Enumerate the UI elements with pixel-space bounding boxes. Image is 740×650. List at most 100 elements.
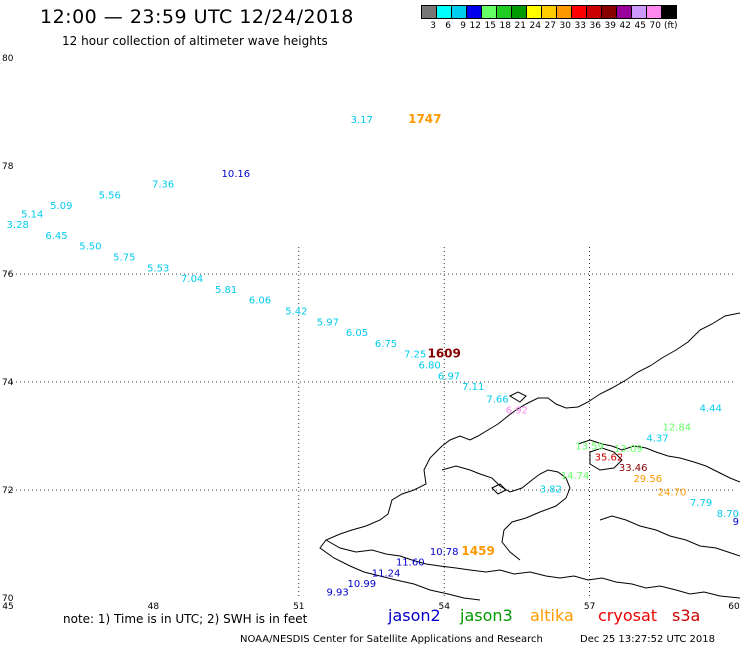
axis-tick-label: 80 (2, 54, 14, 64)
wave-height-label: 5.09 (50, 201, 72, 212)
wave-height-label: 12.84 (663, 423, 692, 434)
wave-height-label: 6.06 (249, 296, 271, 307)
axis-tick-label: 45 (2, 602, 13, 612)
mainland-coast (325, 539, 740, 599)
wave-height-label: 3.28 (7, 220, 29, 231)
wave-height-label: 7.25 (404, 350, 426, 361)
axis-tick-label: 72 (2, 486, 13, 496)
map-subtitle: 12 hour collection of altimeter wave hei… (62, 34, 328, 48)
satellite-jason3: jason3 (460, 606, 513, 625)
novaya-zemlya-north-coast (441, 312, 740, 447)
legend-labels: 3 6 9 12 15 18 21 24 27 30 33 36 39 42 45 70 (ft) (421, 21, 678, 31)
wave-height-label: 6.97 (438, 371, 460, 382)
wave-height-label: 14.74 (561, 471, 590, 482)
wave-height-label: 3.82 (540, 485, 562, 496)
wave-height-label: 6.92 (506, 405, 528, 416)
legend-swatches (421, 5, 678, 19)
wave-height-label: 7.79 (690, 498, 712, 509)
lagoon-outline (589, 447, 623, 471)
legend-label: 36 (589, 21, 601, 31)
wave-height-label: 5.97 (317, 317, 339, 328)
wave-height-label: 10.78 (430, 547, 459, 558)
coastline (319, 312, 740, 601)
wave-height-label: 11.24 (372, 568, 401, 579)
legend-label: 42 (619, 21, 631, 31)
credit-line: NOAA/NESDIS Center for Satellite Applica… (240, 634, 543, 645)
legend-label: 9 (460, 21, 466, 31)
axis-tick-label: 51 (293, 602, 304, 612)
wave-height-label: 6.80 (419, 361, 441, 372)
satellite-s3a: s3a (672, 606, 701, 625)
wave-height-label: 35.62 (595, 452, 624, 463)
legend-label: 30 (559, 21, 571, 31)
wave-height-label: 5.14 (21, 209, 43, 220)
legend-label: 33 (574, 21, 586, 31)
wave-height-label: 9 (733, 517, 739, 528)
footnote: note: 1) Time is in UTC; 2) SWH is in fe… (63, 612, 308, 626)
satellite-altika: altika (530, 606, 574, 625)
novaya-zemlya-south-coast (319, 445, 481, 601)
legend-label: 27 (544, 21, 556, 31)
peninsula-south (599, 515, 740, 557)
axis-tick-label: 74 (2, 378, 14, 388)
wave-height-label: 1609 (427, 347, 460, 361)
legend-label: 21 (514, 21, 526, 31)
wave-height-label: 6.45 (45, 231, 67, 242)
axis-tick-label: 60 (728, 602, 740, 612)
wave-height-label: 7.36 (152, 180, 174, 191)
wave-height-label: 5.42 (285, 307, 307, 318)
legend-unit: (ft) (664, 21, 678, 31)
wave-height-label: 33.46 (619, 463, 648, 474)
wave-height-label: 8.70 (717, 509, 739, 520)
wave-height-label: 13.59 (575, 442, 604, 453)
wave-height-label: 5.50 (79, 242, 101, 253)
observations: 3.17 1747 10.16 7.36 5.56 5.09 5.143.28 6.45 5.5… (7, 112, 739, 598)
legend-swatch (661, 5, 677, 19)
wave-height-label: 5.53 (147, 263, 169, 274)
axis-tick-label: 76 (2, 270, 14, 280)
wave-height-label: 7.04 (181, 274, 203, 285)
map-title: 12:00 — 23:59 UTC 12/24/2018 (40, 6, 354, 28)
axis-tick-label: 57 (584, 602, 595, 612)
legend-label: 18 (499, 21, 511, 31)
island-small-a (508, 391, 527, 403)
axis-tick-label: 78 (2, 162, 14, 172)
axis-tick-label: 48 (148, 602, 160, 612)
wave-height-label: 4.44 (700, 404, 722, 415)
wave-height-label: 1747 (408, 112, 441, 126)
wave-height-label: 5.75 (113, 253, 135, 264)
legend-label: 12 (469, 21, 481, 31)
satellite-cryosat: cryosat (598, 606, 658, 625)
island-small-b (491, 483, 507, 495)
legend-label: 3 (430, 21, 436, 31)
generated-timestamp: Dec 25 13:27:52 UTC 2018 (580, 634, 715, 645)
wave-height-label: 6.75 (375, 339, 397, 350)
wave-height-label: 4.37 (646, 433, 668, 444)
color-legend: 3 6 9 12 15 18 21 24 27 30 33 36 39 42 45 70 (ft) (421, 5, 678, 31)
legend-label: 6 (445, 21, 451, 31)
legend-label: 15 (484, 21, 496, 31)
wave-height-label: 9.93 (326, 587, 348, 598)
wave-height-label: 24.70 (658, 487, 687, 498)
wave-height-label: 7.66 (486, 395, 508, 406)
satellite-jason2: jason2 (388, 606, 441, 625)
axis-tick-label: 54 (438, 602, 450, 612)
wave-height-label: 11.60 (396, 558, 425, 569)
inner-coast-b (577, 439, 740, 483)
wave-height-label: 10.99 (347, 579, 376, 590)
inner-coast-a (441, 465, 571, 561)
legend-label: 45 (634, 21, 646, 31)
wave-height-label: 3.17 (351, 115, 373, 126)
legend-label: 70 (649, 21, 661, 31)
wave-height-label: 5.56 (99, 190, 121, 201)
axis-tick-label: 70 (2, 594, 14, 604)
wave-height-label: 13.09 (614, 444, 643, 455)
wave-height-label: 6.05 (346, 328, 368, 339)
wave-height-label: 29.56 (633, 474, 662, 485)
lat-lon-grid: 45 48 51 54 57 60 80 78 76 74 72 70 (2, 54, 740, 612)
wave-height-label: 10.16 (221, 169, 250, 180)
wave-height-label: 1459 (461, 544, 494, 558)
wave-height-label: 7.11 (462, 382, 484, 393)
legend-label: 24 (529, 21, 541, 31)
